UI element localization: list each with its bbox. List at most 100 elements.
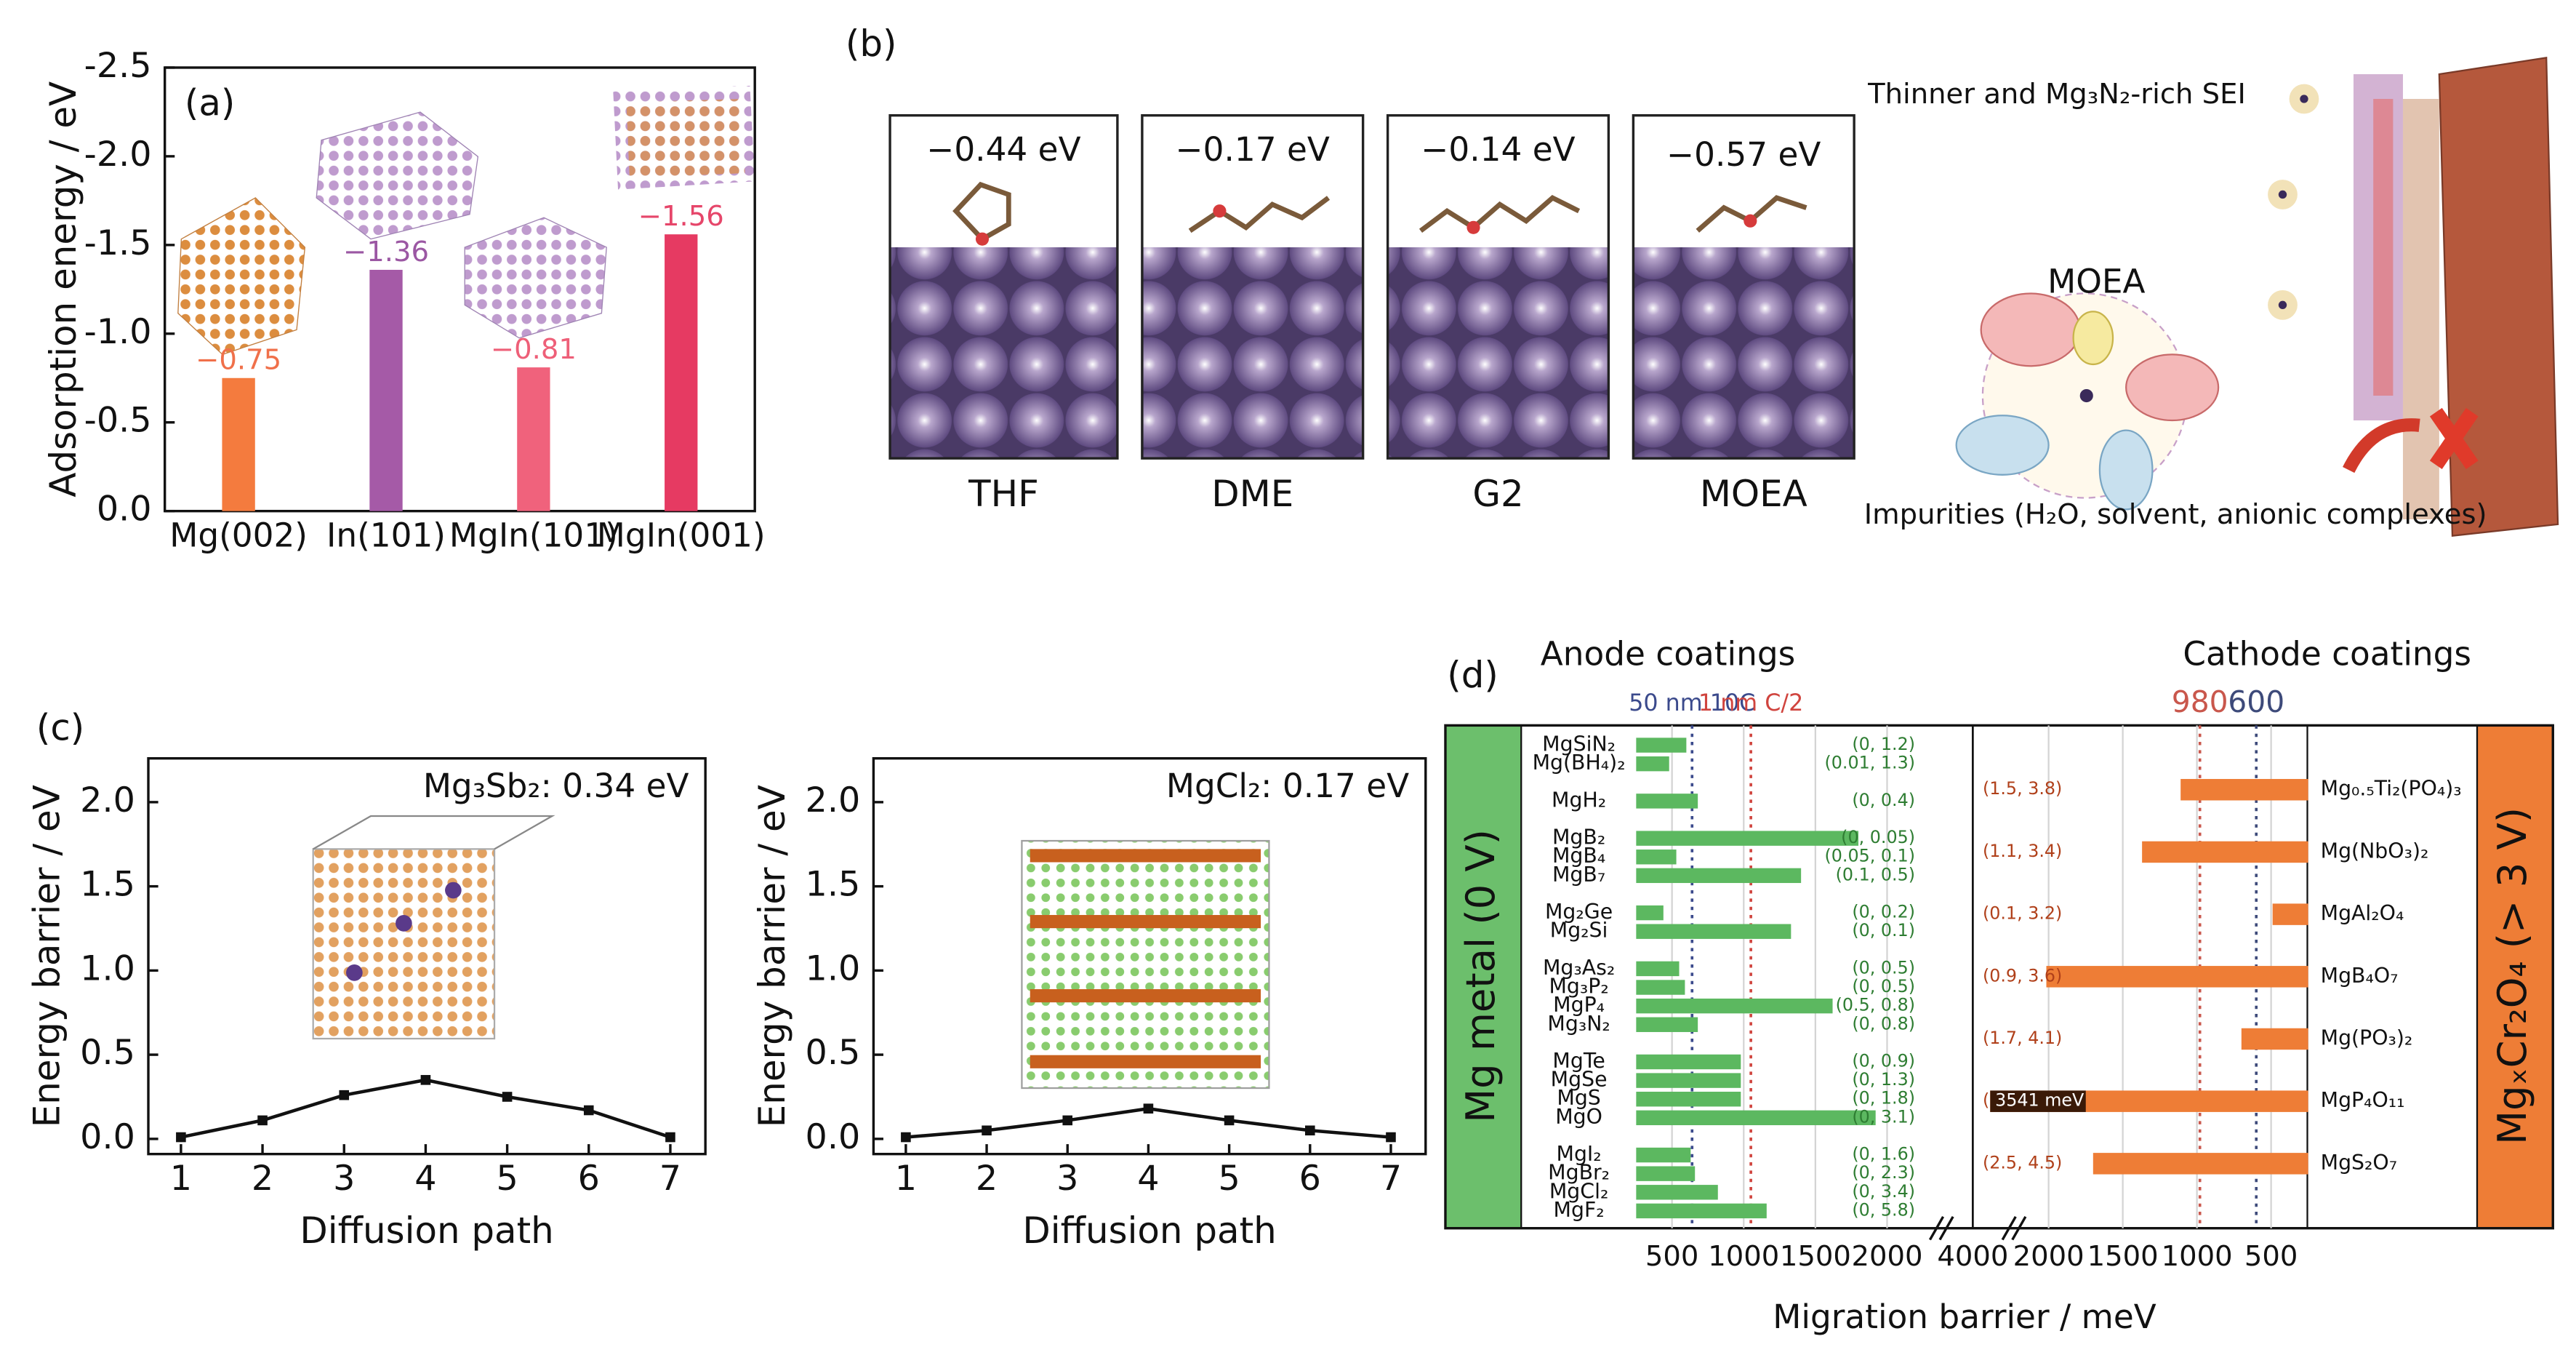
energy-label: −0.17 eV bbox=[1176, 130, 1330, 169]
energy-label: −0.14 eV bbox=[1421, 130, 1575, 169]
interval-label: (0.9, 3.6) bbox=[1983, 965, 2062, 986]
x-tick-label: MgIn(001) bbox=[597, 516, 766, 554]
panel-label: (d) bbox=[1447, 654, 1498, 696]
x-tick-label: 2000 bbox=[2013, 1240, 2085, 1273]
x-tick-label: 5 bbox=[496, 1159, 518, 1199]
marker bbox=[339, 1090, 350, 1100]
interval-label: (1.5, 3.8) bbox=[1983, 778, 2062, 799]
bar bbox=[1636, 831, 1859, 846]
bar bbox=[1636, 1017, 1698, 1032]
x-tick-label: 1000 bbox=[2162, 1240, 2233, 1273]
y-tick-label: 0.5 bbox=[80, 1033, 135, 1073]
panel-label: (a) bbox=[185, 82, 235, 124]
bar bbox=[2241, 1028, 2308, 1050]
reference-label: 50 nm 10C bbox=[1629, 690, 1755, 716]
marker bbox=[420, 1075, 431, 1085]
interval-label: (0, 1.3) bbox=[1852, 1069, 1915, 1090]
sei-label: Thinner and Mg₃N₂-rich SEI bbox=[1867, 78, 2246, 111]
interval-label: (0, 0.4) bbox=[1852, 790, 1915, 810]
reference-label: 980 bbox=[2172, 684, 2228, 719]
category-label: MgH₂ bbox=[1552, 788, 1606, 812]
interval-label: (0, 0.2) bbox=[1852, 902, 1915, 922]
impurities-label: Impurities (H₂O, solvent, anionic comple… bbox=[1864, 498, 2487, 531]
bar bbox=[369, 269, 403, 511]
bar bbox=[2142, 841, 2308, 863]
annotation: Mg₃Sb₂: 0.34 eV bbox=[423, 767, 689, 805]
category-label: MgI₂ bbox=[1557, 1142, 1602, 1166]
y-tick-label: -1.5 bbox=[84, 223, 152, 263]
interval-label: (0, 1.2) bbox=[1852, 734, 1915, 754]
marker bbox=[583, 1105, 594, 1116]
marker bbox=[1062, 1115, 1073, 1126]
category-label: MgBr₂ bbox=[1548, 1161, 1610, 1185]
y-tick-label: -2.5 bbox=[84, 46, 152, 86]
bar bbox=[1636, 980, 1685, 995]
interval-label: (0, 3.4) bbox=[1852, 1181, 1915, 1202]
x-tick-label: In(101) bbox=[326, 516, 446, 554]
category-label: MgB₄ bbox=[1552, 844, 1605, 868]
crystal-insets bbox=[312, 815, 1270, 1090]
bar bbox=[1636, 738, 1687, 753]
section-title: Anode coatings bbox=[1541, 635, 1795, 673]
x-tick-label: 2 bbox=[976, 1159, 998, 1199]
bar bbox=[1636, 961, 1680, 977]
interval-label: (0, 0.5) bbox=[1852, 976, 1915, 996]
x-axis-label: Diffusion path bbox=[1022, 1210, 1276, 1252]
y-tick-label: 0.0 bbox=[97, 489, 152, 529]
bar bbox=[1636, 998, 1833, 1014]
marker bbox=[665, 1132, 675, 1143]
marker bbox=[176, 1132, 186, 1143]
category-label: Mg(NbO₃)₂ bbox=[2321, 839, 2429, 863]
category-label: MgSiN₂ bbox=[1542, 732, 1616, 756]
x-tick-label: 4000 bbox=[1937, 1240, 2008, 1273]
y-tick-label: 0.0 bbox=[806, 1117, 861, 1157]
x-tick-label: 2 bbox=[252, 1159, 273, 1199]
bar bbox=[1636, 924, 1791, 939]
marker bbox=[502, 1092, 513, 1102]
sei-schematic: Thinner and Mg₃N₂-rich SEI MOEA Impuriti… bbox=[1864, 57, 2559, 537]
x-axis-label: Migration barrier / meV bbox=[1773, 1298, 2156, 1336]
x-tick-label: 7 bbox=[659, 1159, 681, 1199]
y-tick-label: 0.5 bbox=[806, 1033, 861, 1073]
interval-label: (0.1, 0.5) bbox=[1836, 864, 1915, 884]
bar bbox=[1636, 1166, 1696, 1181]
y-tick-label: -2.0 bbox=[84, 135, 152, 175]
bar bbox=[1636, 756, 1669, 772]
category-label: Mg₀.₅Ti₂(PO₄)₃ bbox=[2321, 777, 2462, 801]
x-axis-label: Diffusion path bbox=[300, 1210, 553, 1252]
interval-label: (2.5, 4.5) bbox=[1983, 1152, 2062, 1172]
category-label: MgS₂O₇ bbox=[2321, 1151, 2397, 1175]
category-label: MgS bbox=[1557, 1086, 1600, 1110]
category-label: MgCl₂ bbox=[1549, 1179, 1608, 1203]
marker bbox=[257, 1115, 268, 1126]
bar bbox=[1636, 1054, 1741, 1070]
bar bbox=[1636, 868, 1802, 884]
category-label: MgP₄ bbox=[1553, 993, 1605, 1017]
bar bbox=[2180, 779, 2308, 801]
interval-label: (1.7, 4.1) bbox=[1983, 1028, 2062, 1048]
value-label: −0.75 bbox=[196, 344, 281, 377]
category-label: MgB₇ bbox=[1552, 863, 1605, 887]
category-label: MgF₂ bbox=[1554, 1198, 1605, 1222]
interval-label: (0, 0.8) bbox=[1852, 1013, 1915, 1034]
interval-label: (0, 0.1) bbox=[1852, 920, 1915, 940]
y-tick-label: 1.5 bbox=[80, 865, 135, 905]
bar bbox=[517, 367, 550, 511]
bar bbox=[665, 234, 698, 511]
energy-label: −0.57 eV bbox=[1666, 135, 1821, 174]
reference-label: 600 bbox=[2228, 684, 2284, 719]
marker bbox=[1386, 1132, 1396, 1143]
adsorption-boxes: −0.44 eV −0.17 eV −0.14 eV −0.57 eV THF … bbox=[888, 113, 1855, 515]
plot-frame bbox=[163, 66, 756, 513]
y-tick-label: 2.0 bbox=[806, 780, 861, 820]
marker bbox=[1224, 1115, 1235, 1126]
x-tick-label: 1 bbox=[895, 1159, 917, 1199]
bar bbox=[2272, 903, 2308, 925]
x-tick-label: 1500 bbox=[1780, 1240, 1851, 1273]
bar bbox=[1636, 1147, 1691, 1163]
category-label: MgP₄O₁₁ bbox=[2321, 1088, 2405, 1112]
bar bbox=[222, 377, 255, 511]
category-label: MgB₄O₇ bbox=[2321, 964, 2399, 988]
